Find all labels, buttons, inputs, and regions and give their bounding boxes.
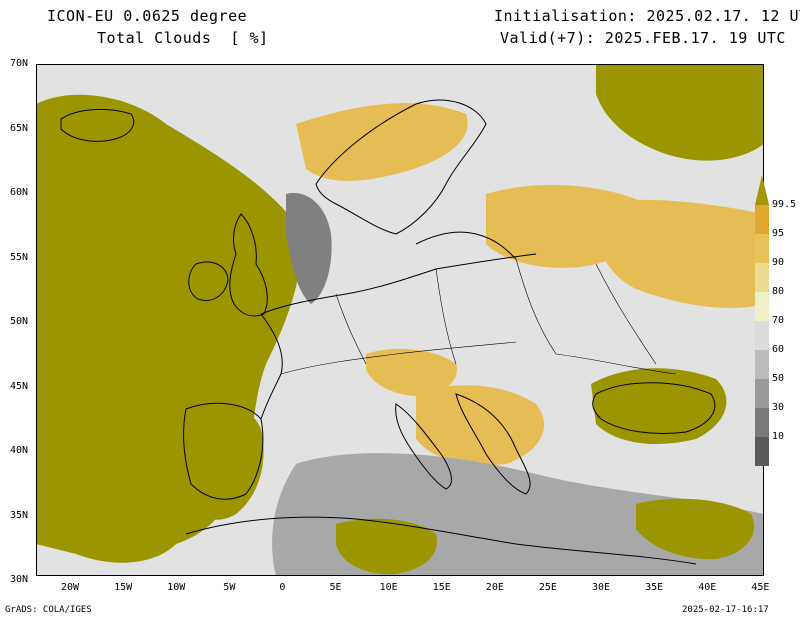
border-3 [435,268,457,365]
legend-swatch [755,437,769,466]
legend-label: 99.5 [772,199,797,210]
model-title: ICON-EU 0.0625 degree [47,7,248,25]
coast-north-africa [185,516,697,565]
north-africa-overcast [336,518,437,575]
lat-label: 45N [10,380,29,392]
lon-label: 5W [223,582,236,593]
alps-clouds [366,348,457,397]
legend-swatch [755,205,769,234]
coast-ireland [188,261,229,301]
coast-britain [229,213,268,317]
lon-label: 15E [432,582,451,593]
legend-label: 30 [772,402,785,413]
coast-scandinavia [315,99,487,235]
lon-label: 35E [645,582,664,593]
init-time: Initialisation: 2025.02.17. 12 UTC [494,7,800,25]
coast-iberia [183,402,264,500]
coast-balkans [455,393,531,495]
lat-label: 55N [10,251,29,263]
border-6 [555,353,677,375]
border-2 [335,293,367,365]
coast-iceland [60,109,135,142]
lon-label: 20W [61,582,80,593]
russia-overcast [596,64,764,161]
legend-swatch [755,350,769,379]
lat-label: 35N [10,509,29,521]
legend-label: 70 [772,315,785,326]
lon-label: 45E [751,582,770,593]
lat-label: 60N [10,187,29,198]
coast-europe-north [260,253,537,315]
legend-swatch [755,263,769,292]
lon-label: 15W [114,582,133,593]
legend-swatch [755,408,769,437]
cloud-map [36,64,764,576]
lat-label: 40N [10,445,29,456]
coast-italy [395,403,452,490]
lon-label: 10W [167,582,186,593]
coastlines [60,99,716,565]
field-title: Total Clouds [ %] [97,29,269,47]
uk-overcast [181,221,276,324]
legend-swatch [755,292,769,321]
border-4 [515,258,557,355]
legend-label: 10 [772,431,785,442]
lon-label: 10E [379,582,398,593]
lon-label: 5E [329,582,342,593]
legend-swatch [755,321,769,350]
balkan-clouds [416,385,545,466]
legend-label: 80 [772,286,785,297]
legend-arrow [755,175,769,205]
lat-label: 50N [10,316,29,327]
lon-label: 0 [279,582,286,593]
scandinavia-clouds [296,103,468,181]
legend-label: 50 [772,373,785,384]
lat-label: 30N [10,574,29,585]
legend-label: 90 [772,257,785,268]
north-sea-grey [286,193,332,304]
lat-label: 65N [10,122,29,134]
footer-left: GrADS: COLA/IGES [5,605,92,615]
lon-label: 40E [698,582,717,593]
legend-swatch [755,379,769,408]
east-med-overcast [636,498,755,560]
legend-swatch [755,234,769,263]
eastern-clouds [595,199,764,309]
legend-arrow-fill [755,175,769,205]
valid-time: Valid(+7): 2025.FEB.17. 19 UTC [500,29,786,47]
lon-label: 25E [538,582,557,593]
map-frame [36,64,764,576]
legend-label: 95 [772,228,785,239]
lon-label: 30E [592,582,611,593]
iberia-overcast [186,400,264,520]
coast-baltic [415,231,517,260]
coast-black-sea [592,382,716,434]
lon-label: 20E [485,582,504,593]
border-1 [280,341,517,375]
footer-right: 2025-02-17-16:17 [682,605,769,615]
legend-label: 60 [772,344,785,355]
border-5 [595,263,657,365]
borders [280,258,677,375]
lat-label: 70N [10,58,29,69]
